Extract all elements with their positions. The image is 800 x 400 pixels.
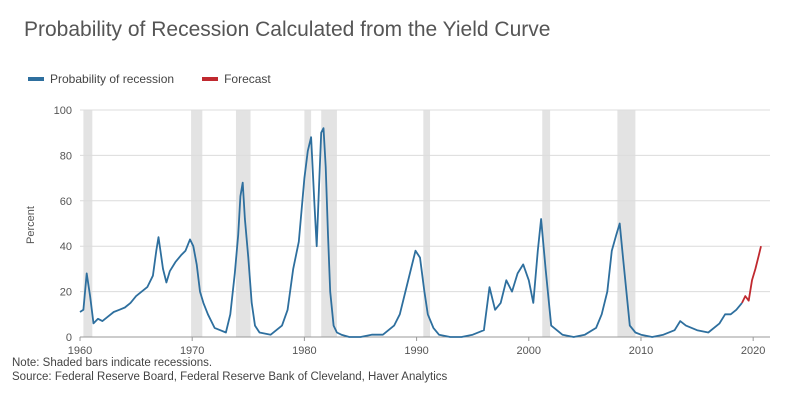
x-tick-label-2010: 2010 [629,345,653,357]
recession-band-1 [191,110,203,337]
y-tick-label-80: 80 [60,150,72,162]
x-tick-label-2020: 2020 [741,345,765,357]
recession-band-3 [304,110,312,337]
x-tick-labels: 1960 1970 1980 1990 2000 2010 2020 [68,337,765,357]
legend-label-forecast: Forecast [224,72,271,86]
chart-title: Probability of Recession Calculated from… [24,18,551,41]
legend: Probability of recession Forecast [28,72,271,86]
legend-swatch-probability [28,77,44,81]
legend-item-forecast: Forecast [202,72,271,86]
x-tick-label-1970: 1970 [180,345,204,357]
recession-band-5 [423,110,431,337]
y-tick-label-40: 40 [60,241,72,253]
series-lines [79,127,762,338]
x-tick-label-1980: 1980 [292,345,316,357]
recession-band-7 [617,110,636,337]
note-text: Note: Shaded bars indicate recessions. [12,357,213,369]
chart-notes: Note: Shaded bars indicate recessions. S… [12,356,447,384]
recession-band-2 [235,110,251,337]
x-tick-label-2000: 2000 [517,345,541,357]
recession-band-6 [542,110,551,337]
y-tick-label-100: 100 [54,105,72,117]
y-axis-label: Percent [25,206,37,244]
legend-label-probability: Probability of recession [50,72,175,86]
y-tick-label-60: 60 [60,196,72,208]
y-tick-label-0: 0 [66,332,72,344]
recession-bands [83,110,636,337]
legend-item-probability: Probability of recession [28,72,174,86]
y-tick-labels: 0 20 40 60 80 100 [54,105,72,344]
legend-swatch-forecast [202,77,219,81]
y-tick-label-20: 20 [60,287,72,299]
x-tick-label-1960: 1960 [68,345,92,357]
recession-band-0 [83,110,93,337]
source-text: Source: Federal Reserve Board, Federal R… [12,371,448,383]
series-line-forecast [741,245,762,304]
x-tick-label-1990: 1990 [404,345,428,357]
series-line-probability [79,127,743,338]
